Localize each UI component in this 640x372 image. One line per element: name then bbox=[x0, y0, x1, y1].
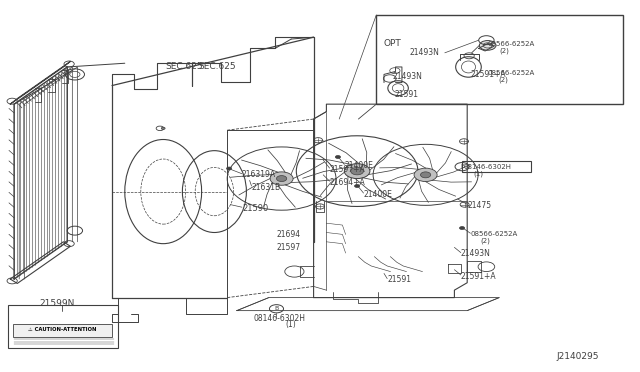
Text: 08146-6302H: 08146-6302H bbox=[253, 314, 305, 323]
Text: 08146-6302H: 08146-6302H bbox=[463, 164, 511, 170]
Circle shape bbox=[161, 127, 165, 129]
Circle shape bbox=[355, 185, 360, 187]
Circle shape bbox=[344, 164, 370, 179]
Text: 21400E: 21400E bbox=[344, 161, 373, 170]
Text: 21591: 21591 bbox=[395, 90, 419, 99]
Circle shape bbox=[460, 227, 465, 230]
Text: 21493N: 21493N bbox=[461, 249, 491, 258]
Text: (1): (1) bbox=[474, 170, 484, 177]
Text: 21400E: 21400E bbox=[364, 190, 392, 199]
Text: 08566-6252A: 08566-6252A bbox=[488, 41, 535, 47]
Bar bbox=[376, 15, 623, 104]
Text: ⚠ CAUTION-ATTENTION: ⚠ CAUTION-ATTENTION bbox=[28, 327, 97, 333]
Text: 21591: 21591 bbox=[387, 275, 412, 284]
Circle shape bbox=[351, 167, 364, 175]
Text: 21493N: 21493N bbox=[392, 72, 422, 81]
Bar bbox=[462, 161, 531, 172]
Text: (2): (2) bbox=[480, 238, 490, 244]
Text: 21597+A: 21597+A bbox=[330, 165, 365, 174]
Bar bbox=[8, 305, 118, 348]
Text: 21631B: 21631B bbox=[252, 183, 281, 192]
Text: 08566-6252A: 08566-6252A bbox=[470, 231, 518, 237]
Text: SEC.625: SEC.625 bbox=[198, 62, 236, 71]
Text: 21597: 21597 bbox=[276, 243, 301, 252]
Text: OPT: OPT bbox=[384, 39, 402, 48]
Circle shape bbox=[276, 176, 287, 182]
Circle shape bbox=[479, 41, 496, 50]
Text: (1): (1) bbox=[286, 320, 296, 329]
Text: 21694+A: 21694+A bbox=[330, 178, 365, 187]
Text: 21591+A: 21591+A bbox=[470, 70, 506, 79]
Text: (2): (2) bbox=[499, 48, 509, 54]
Text: 21590: 21590 bbox=[242, 204, 268, 213]
Text: 216319A: 216319A bbox=[242, 170, 276, 179]
Text: B: B bbox=[460, 164, 464, 169]
Text: B: B bbox=[275, 306, 278, 311]
Circle shape bbox=[414, 168, 437, 182]
Text: J2140295: J2140295 bbox=[557, 352, 599, 361]
Bar bbox=[13, 324, 112, 337]
Text: 21694: 21694 bbox=[276, 230, 301, 239]
Circle shape bbox=[270, 172, 293, 185]
Text: 21591+A: 21591+A bbox=[461, 272, 497, 280]
Circle shape bbox=[420, 172, 431, 178]
Text: SEC.625: SEC.625 bbox=[165, 62, 203, 71]
Circle shape bbox=[227, 167, 232, 170]
Text: 21475: 21475 bbox=[467, 201, 492, 210]
Text: (2): (2) bbox=[498, 77, 508, 83]
Circle shape bbox=[335, 155, 340, 158]
Text: 08566-6252A: 08566-6252A bbox=[488, 70, 535, 76]
Text: 21493N: 21493N bbox=[410, 48, 440, 57]
Text: 21599N: 21599N bbox=[40, 299, 75, 308]
